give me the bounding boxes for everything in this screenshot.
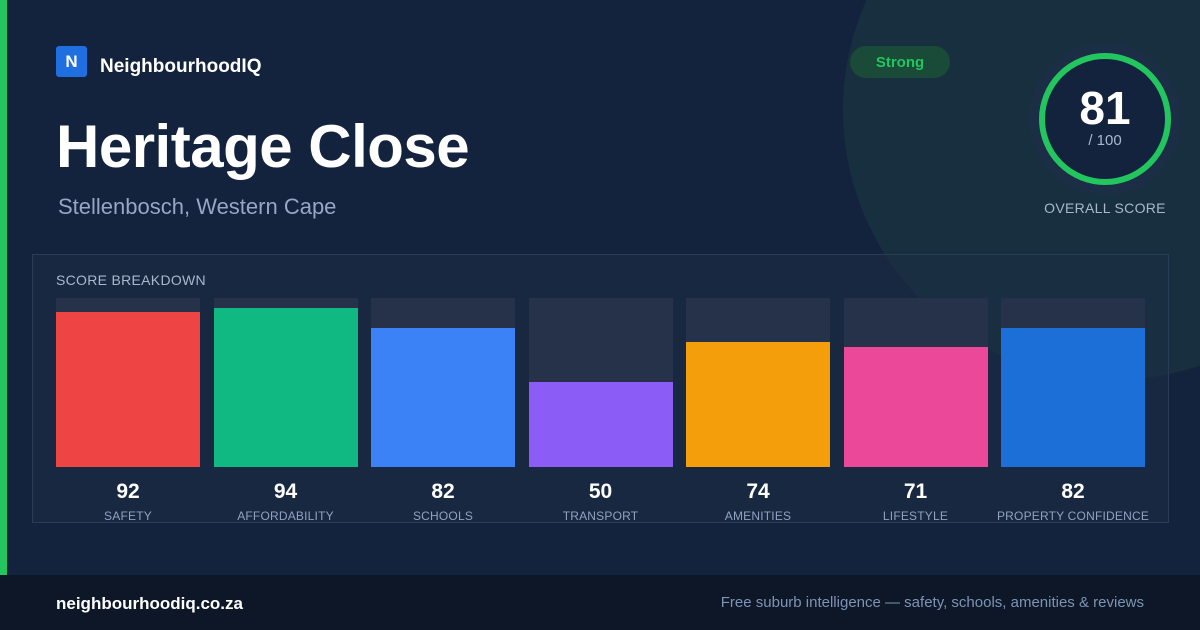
- bar-value: 82: [1061, 480, 1085, 503]
- footer-url: neighbourhoodiq.co.za: [56, 594, 243, 613]
- bar-track: [528, 298, 673, 467]
- bar-value: 92: [116, 480, 140, 503]
- bar-label: PROPERTY CONFIDENCE: [996, 509, 1150, 523]
- bar-value: 82: [431, 480, 455, 503]
- rating-badge: Strong: [850, 46, 950, 78]
- bar-track: [56, 298, 200, 467]
- bar-label: TRANSPORT: [562, 509, 639, 523]
- bar-value: 94: [273, 480, 298, 503]
- score-bar-transport: 50 TRANSPORT: [528, 298, 673, 523]
- brand-logo-icon: N: [56, 46, 87, 77]
- bar-label: AFFORDABILITY: [237, 509, 334, 523]
- footer-tagline: Free suburb intelligence — safety, schoo…: [720, 594, 1144, 611]
- score-bar-lifestyle: 71 LIFESTYLE: [843, 298, 988, 523]
- bar-fill: [56, 312, 200, 467]
- bar-track: [843, 298, 988, 467]
- bar-label: LIFESTYLE: [882, 509, 949, 523]
- bar-fill: [843, 347, 988, 467]
- share-card: N NeighbourhoodIQ Heritage Close Stellen…: [0, 0, 1200, 575]
- overall-score-max: / 100: [1088, 132, 1122, 149]
- bar-value: 50: [588, 480, 613, 503]
- location-subtitle: Stellenbosch, Western Cape: [58, 194, 337, 219]
- bar-value: 74: [746, 480, 770, 503]
- overall-score-value: 81: [1079, 82, 1131, 134]
- score-bar-amenities: 74 AMENITIES: [686, 298, 830, 523]
- bar-track: [1001, 298, 1145, 467]
- bar-label: AMENITIES: [724, 509, 792, 523]
- bar-label: SCHOOLS: [412, 509, 474, 523]
- breakdown-title: SCORE BREAKDOWN: [56, 272, 206, 288]
- footer: neighbourhoodiq.co.za Free suburb intell…: [0, 575, 1200, 630]
- bar-track: [371, 298, 515, 467]
- bar-value: 71: [903, 480, 928, 503]
- score-bars: 92 SAFETY 94 AFFORDABILITY 82 SCHOOLS 50 TRANSP…: [56, 298, 1149, 523]
- score-bar-property-confidence: 82 PROPERTY CONFIDENCE: [997, 298, 1149, 523]
- brand: N NeighbourhoodIQ: [56, 46, 261, 77]
- bar-fill: [213, 308, 358, 467]
- score-bar-schools: 82 SCHOOLS: [371, 298, 515, 523]
- bar-fill: [686, 342, 830, 467]
- overall-score-ring: [1039, 53, 1171, 185]
- score-bar-affordability: 94 AFFORDABILITY: [213, 298, 358, 523]
- bar-track: [686, 298, 830, 467]
- page-title: Heritage Close: [56, 113, 470, 180]
- bar-fill: [371, 328, 515, 467]
- score-breakdown-panel: SCORE BREAKDOWN 92 SAFETY 94 AFFORDABILITY 8…: [32, 254, 1169, 523]
- brand-name: NeighbourhoodIQ: [100, 55, 262, 77]
- overall-score-label: OVERALL SCORE: [1044, 200, 1166, 216]
- accent-stripe: [0, 0, 7, 575]
- bar-fill: [1001, 328, 1145, 467]
- bar-label: SAFETY: [104, 509, 152, 523]
- score-bar-safety: 92 SAFETY: [56, 298, 200, 523]
- bar-fill: [528, 382, 673, 467]
- bar-track: [213, 298, 358, 467]
